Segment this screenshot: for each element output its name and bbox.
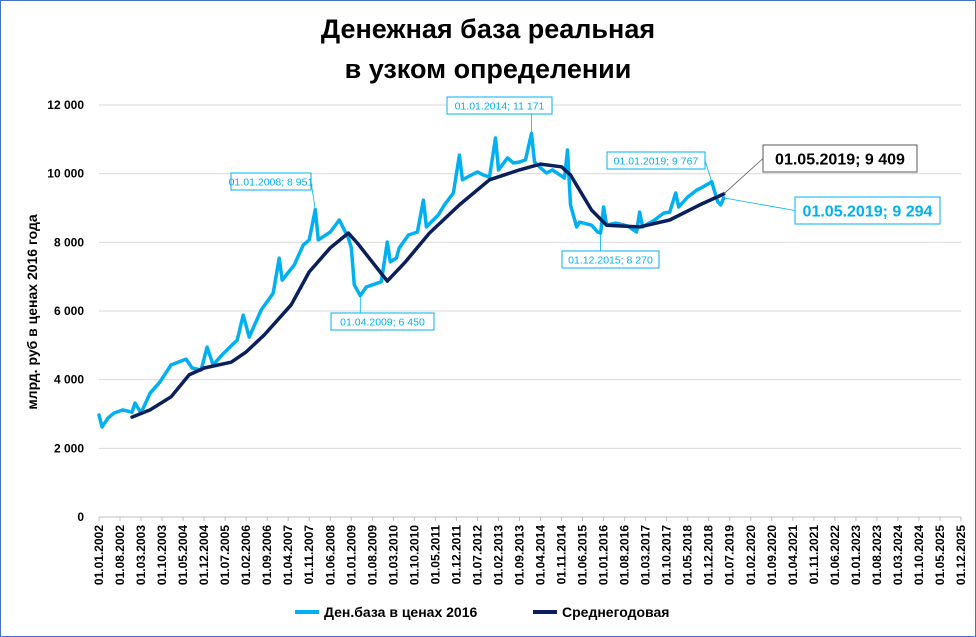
annotation-label: 01.01.2019; 9 767	[614, 155, 699, 167]
x-tick-label: 01.10.2010	[407, 525, 421, 585]
x-tick-label: 01.01.2002	[92, 525, 106, 585]
x-tick-label: 01.12.2025	[954, 525, 968, 585]
annotation-box	[794, 196, 941, 225]
annotation-leader	[723, 197, 796, 211]
x-tick-label: 01.08.2016	[618, 525, 632, 585]
x-tick-label: 01.12.2004	[197, 525, 211, 585]
annotation-box	[606, 151, 706, 170]
x-tick-label: 01.03.2017	[639, 525, 653, 585]
legend-label: Ден.база в ценах 2016	[324, 604, 477, 620]
x-tick-label: 01.07.2012	[470, 525, 484, 585]
series-line-money-base	[97, 131, 726, 429]
annotation-box	[446, 96, 553, 115]
y-axis-label: млрд. руб в ценах 2016 года	[24, 214, 40, 410]
x-tick-label: 01.05.2025	[933, 525, 947, 585]
x-tick-label: 01.11.2021	[807, 525, 821, 585]
x-tick-label: 01.08.2009	[365, 525, 379, 585]
x-tick-label: 01.02.2020	[744, 525, 758, 585]
y-tick-label: 12 000	[47, 98, 84, 112]
annotation-leader	[723, 158, 764, 195]
annotation-label: 01.05.2019; 9 409	[775, 151, 905, 168]
y-tick-label: 10 000	[47, 167, 84, 181]
x-tick-label: 01.07.2019	[723, 525, 737, 585]
x-tick-label: 01.04.2014	[534, 525, 548, 585]
annotation-label: 01.01.2008; 8 951	[229, 176, 314, 188]
legend-label: Среднегодовая	[562, 604, 669, 620]
x-tick-label: 01.11.2007	[302, 525, 316, 585]
x-tick-label: 01.03.2010	[386, 525, 400, 585]
x-tick-label: 01.01.2023	[849, 525, 863, 585]
x-tick-label: 01.04.2007	[281, 525, 295, 585]
x-tick-label: 01.02.2006	[239, 525, 253, 585]
annotation-label: 01.01.2014; 11 171	[455, 100, 545, 112]
annotation-leader	[310, 181, 316, 210]
x-tick-label: 01.11.2014	[555, 525, 569, 585]
y-tick-label: 2 000	[54, 441, 84, 455]
x-tick-label: 01.12.2018	[702, 525, 716, 585]
x-tick-label: 01.04.2021	[786, 525, 800, 585]
y-tick-label: 4 000	[54, 373, 84, 387]
y-tick-label: 0	[77, 510, 84, 524]
x-tick-label: 01.09.2013	[512, 525, 526, 585]
x-tick-label: 01.01.2009	[344, 525, 358, 585]
x-tick-label: 01.02.2013	[491, 525, 505, 585]
annotation-box	[330, 312, 435, 331]
x-tick-label: 01.09.2006	[260, 525, 274, 585]
x-tick-label: 01.05.2011	[428, 525, 442, 585]
x-tick-label: 01.08.2023	[870, 525, 884, 585]
annotation-leader	[704, 160, 713, 182]
x-tick-label: 01.10.2017	[660, 525, 674, 585]
chart-title-line-2: в узком определении	[344, 54, 632, 84]
x-tick-label: 01.05.2018	[681, 525, 695, 585]
y-tick-label: 8 000	[54, 235, 84, 249]
annotation-box	[230, 172, 312, 191]
x-tick-label: 01.01.2016	[597, 525, 611, 585]
annotation-box	[762, 144, 918, 173]
annotation-box	[561, 250, 660, 269]
x-tick-label: 01.06.2015	[576, 525, 590, 585]
x-tick-label: 01.10.2003	[155, 525, 169, 585]
chart-title-line-1: Денежная база реальная	[320, 14, 656, 44]
x-tick-label: 01.08.2002	[113, 525, 127, 585]
x-tick-label: 01.07.2005	[218, 525, 232, 585]
annotation-label: 01.05.2019; 9 294	[803, 203, 933, 220]
x-tick-label: 01.12.2011	[449, 525, 463, 585]
x-tick-label: 01.09.2020	[765, 525, 779, 585]
series-line-annual-average	[130, 162, 726, 419]
x-tick-label: 01.10.2024	[912, 525, 926, 585]
x-tick-label: 01.05.2004	[176, 525, 190, 585]
x-tick-label: 01.03.2024	[891, 525, 905, 585]
x-tick-label: 01.06.2008	[323, 525, 337, 585]
annotation-label: 01.12.2015; 8 270	[568, 254, 653, 266]
annotation-label: 01.04.2009; 6 450	[340, 316, 425, 328]
x-tick-label: 01.03.2003	[134, 525, 148, 585]
x-tick-label: 01.06.2022	[828, 525, 842, 585]
y-tick-label: 6 000	[54, 304, 84, 318]
